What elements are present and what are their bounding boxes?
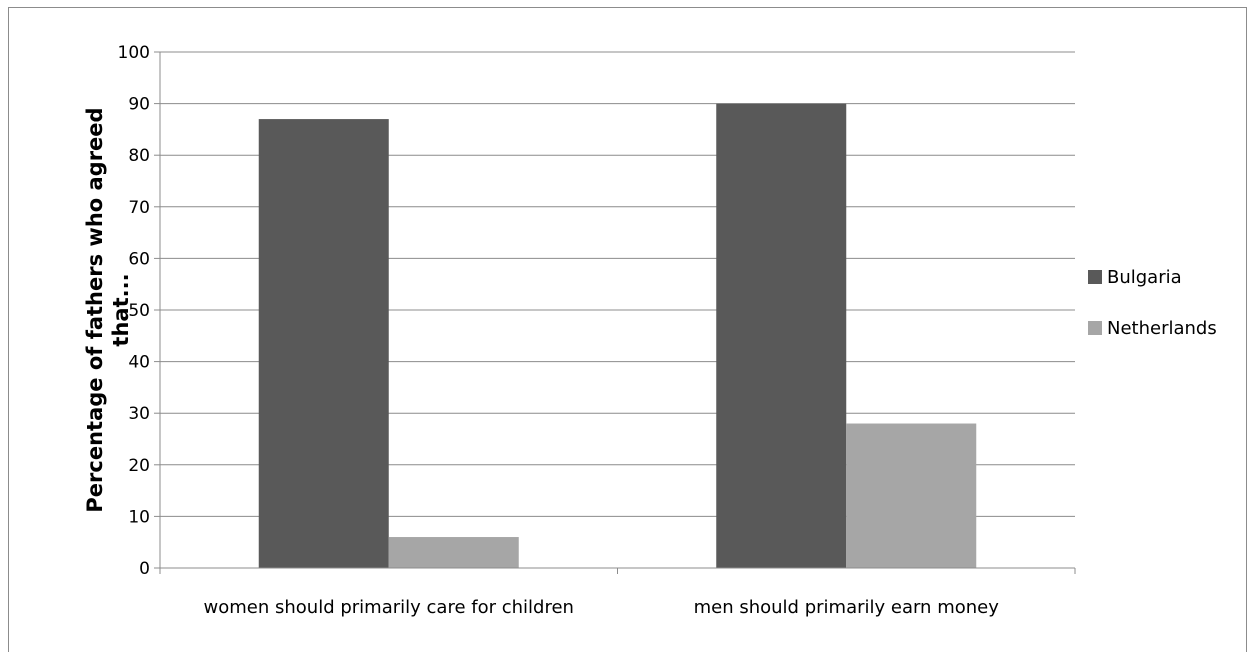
bar-netherlands-0 [388,537,519,568]
x-category-label: men should primarily earn money [694,597,1000,618]
y-tick-label: 0 [139,559,150,579]
axes: 0 10 20 30 40 50 60 70 80 90 100 women should prima… [118,43,1076,618]
y-axis-title-line: that... [109,273,133,346]
legend-label-netherlands: Netherlands [1107,318,1217,339]
bar-bulgaria-0 [258,119,389,568]
y-tick-label: 40 [128,353,150,373]
bar-bulgaria-1 [716,103,847,568]
x-category-label: women should primarily care for children [204,597,574,618]
legend-label-bulgaria: Bulgaria [1107,267,1182,288]
bar-netherlands-1 [846,423,977,568]
y-axis-title-line: Percentage of fathers who agreed [83,107,107,512]
legend-swatch-bulgaria [1088,270,1102,284]
y-tick-label: 60 [128,249,150,269]
y-axis-title: Percentage of fathers who agreed that... [83,107,133,512]
bars [258,103,977,568]
y-tick-label: 50 [128,301,150,321]
y-tick-label: 30 [128,404,150,424]
y-tick-label: 100 [118,43,150,63]
y-tick-label: 20 [128,456,150,476]
legend-swatch-netherlands [1088,321,1102,335]
legend: Bulgaria Netherlands [1088,267,1217,339]
y-tick-label: 10 [128,507,150,527]
chart-frame [8,7,1247,652]
y-tick-label: 70 [128,198,150,218]
y-tick-label: 90 [128,95,150,115]
y-tick-label: 80 [128,146,150,166]
